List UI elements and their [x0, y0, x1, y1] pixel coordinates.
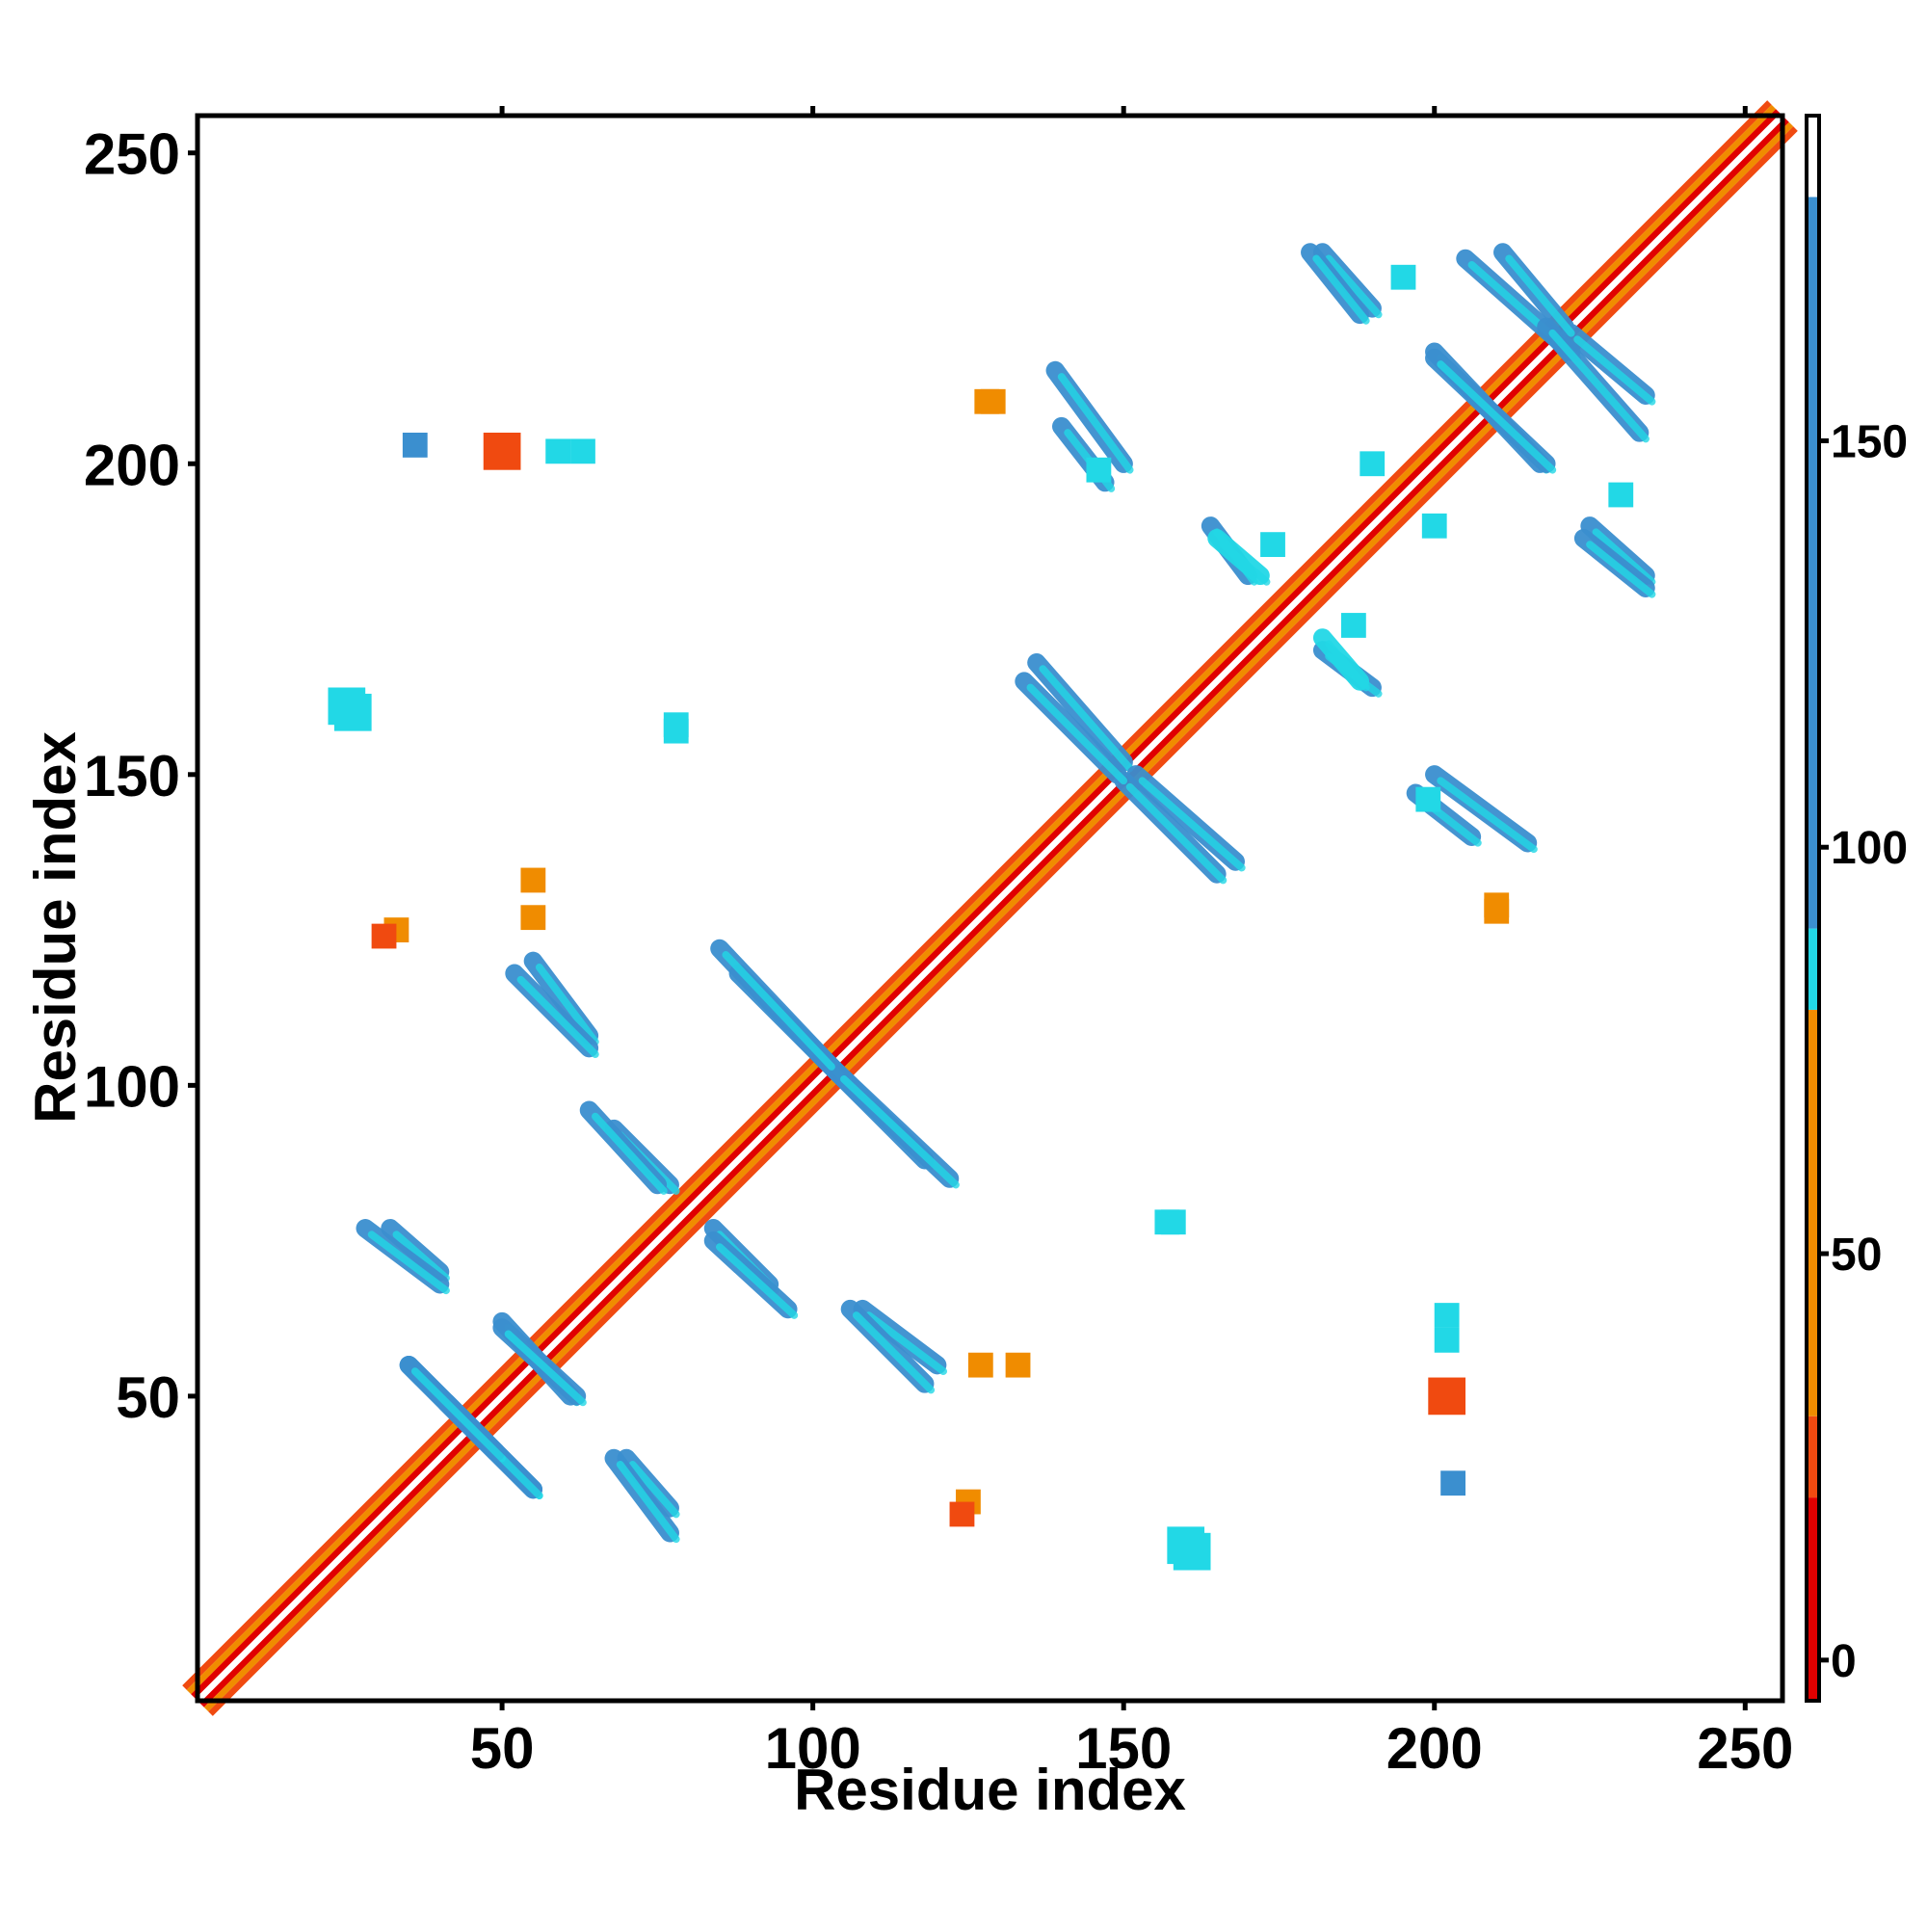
contact-segment-edge: [1026, 683, 1128, 785]
diagonal-stripe: [195, 113, 1785, 1704]
contact-blob: [545, 438, 571, 464]
colorbar-band: [1807, 1009, 1819, 1416]
contact-segment-edge: [591, 1112, 668, 1195]
contact-segment-edge: [1505, 254, 1575, 337]
contact-blob: [1173, 1532, 1211, 1571]
contact-blob: [1390, 264, 1416, 290]
x-tick-label: 100: [765, 1716, 861, 1781]
x-axis: 50 100 150 200 250: [470, 106, 1793, 1781]
contact-segment-edge: [616, 1460, 680, 1544]
diagonal-stripe: [199, 118, 1789, 1707]
contact-segment-edge: [410, 1367, 506, 1463]
contact-segment-edge: [840, 1075, 960, 1189]
contact-segment-edge: [1138, 777, 1246, 872]
x-tick-label: 50: [470, 1716, 535, 1781]
contact-blob: [1434, 1303, 1460, 1328]
contact-blob: [1415, 786, 1441, 812]
contact-segment-edge: [516, 975, 599, 1058]
contact-segment-edge: [716, 1243, 799, 1319]
contact-blob: [520, 905, 546, 931]
diagonal-stripe: [203, 121, 1794, 1712]
contact-blob: [1421, 513, 1447, 539]
x-axis-title: Residue index: [794, 1758, 1186, 1822]
diagonal-stripe: [182, 100, 1772, 1690]
colorbar-band: [1807, 1416, 1819, 1498]
colorbar-band: [1807, 197, 1819, 929]
diagonal-stripe: [191, 109, 1781, 1699]
contact-blob: [949, 1501, 975, 1527]
contact-blob: [1260, 532, 1285, 558]
contact-blob: [1440, 1384, 1465, 1409]
diagonal-stripe: [186, 104, 1777, 1695]
contact-blob: [967, 1352, 993, 1378]
contact-segment-edge: [367, 1231, 450, 1295]
y-tick-label: 100: [84, 1054, 180, 1119]
contact-blob: [980, 388, 1006, 414]
plot-area: [182, 100, 1798, 1716]
contact-segment-edge: [1325, 254, 1383, 319]
x-tick-label: 150: [1075, 1716, 1172, 1781]
contact-segment-edge: [1586, 541, 1656, 598]
contact-blob: [1434, 1327, 1460, 1353]
contact-segment-edge: [1548, 329, 1650, 443]
contact-segment-edge: [392, 1231, 450, 1283]
contact-segment-edge: [852, 1311, 936, 1394]
contact-blob: [1484, 892, 1510, 918]
x-tick-label: 200: [1386, 1716, 1483, 1781]
contact-blob: [570, 438, 595, 464]
contact-segment-edge: [1219, 541, 1271, 586]
contact-segment-edge: [1312, 254, 1370, 325]
contact-segment-edge: [1592, 528, 1656, 586]
contact-blob: [520, 867, 546, 893]
y-tick-label: 250: [84, 122, 180, 187]
colorbar-band: [1807, 928, 1819, 1010]
colorbar-band: [1807, 1497, 1819, 1701]
contact-segment-edge: [1437, 777, 1538, 854]
contact-blob: [1086, 457, 1112, 483]
colorbar: 0 50 100 150: [1805, 114, 1908, 1703]
contact-segment-edge: [722, 951, 835, 1071]
contact-blob: [1608, 482, 1634, 508]
colorbar-band: [1807, 116, 1819, 198]
contact-segment-edge: [535, 963, 599, 1046]
y-axis-title: Residue index: [23, 731, 88, 1124]
plot-frame: [195, 113, 1785, 1704]
y-tick-label: 50: [116, 1365, 180, 1430]
contact-blob: [663, 712, 689, 738]
colorbar-tick-label: 150: [1831, 416, 1908, 467]
contact-segment-edge: [1573, 335, 1656, 406]
contact-segment-edge: [1039, 665, 1134, 773]
contact-segment-edge: [504, 1330, 587, 1407]
y-tick-label: 200: [84, 433, 180, 497]
contact-blob: [328, 687, 366, 726]
contact-blob: [1160, 1209, 1186, 1235]
diagonal-stripe: [208, 126, 1798, 1716]
contact-blob: [1340, 613, 1366, 638]
contact-blob: [1440, 1470, 1465, 1496]
contact-segment-edge: [628, 1460, 680, 1519]
contact-segment-edge: [1325, 640, 1370, 692]
contact-blob: [1359, 451, 1386, 477]
contact-blob: [371, 923, 397, 949]
contact-blob: [1005, 1352, 1031, 1378]
colorbar-frame: [1805, 114, 1821, 1703]
y-tick-label: 150: [84, 744, 180, 808]
y-axis: 50 100 150 200 250: [84, 122, 198, 1430]
contact-blob: [402, 433, 428, 458]
contact-segment-edge: [1125, 782, 1227, 885]
contact-blob: [489, 433, 515, 458]
colorbar-tick-label: 0: [1831, 1636, 1857, 1687]
contact-segment-edge: [1057, 373, 1134, 474]
x-tick-label: 250: [1697, 1716, 1793, 1781]
contact-segment-edge: [864, 1311, 947, 1375]
colorbar-tick-label: 100: [1831, 823, 1908, 874]
colorbar-tick-label: 50: [1831, 1230, 1882, 1281]
contact-segment-edge: [1437, 360, 1557, 474]
